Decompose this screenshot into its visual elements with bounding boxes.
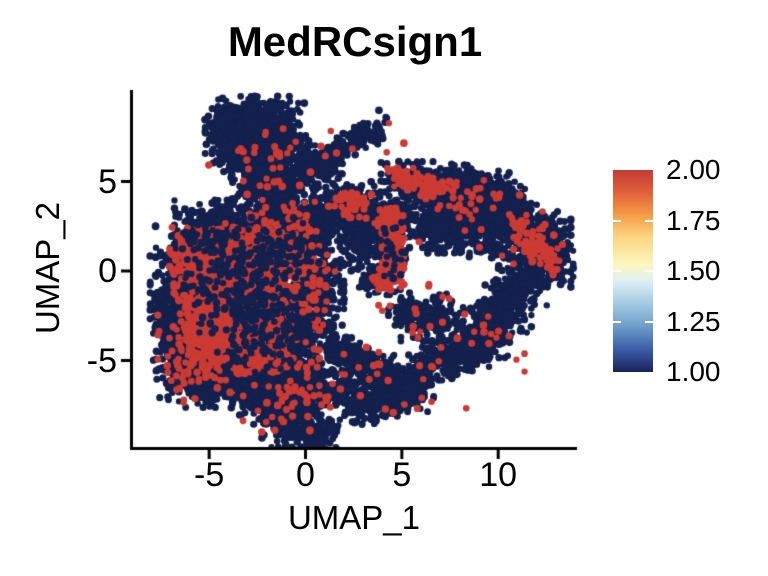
y-tick-label: 0 bbox=[98, 252, 117, 290]
colorbar-label: 1.00 bbox=[666, 356, 721, 387]
y-tick-label: -5 bbox=[86, 341, 117, 380]
colorbar-label: 1.25 bbox=[666, 305, 721, 337]
colorbar-tick-mark bbox=[645, 219, 653, 222]
colorbar-tick-mark bbox=[613, 320, 621, 323]
x-tick-label: 5 bbox=[392, 456, 412, 494]
x-axis-title: UMAP_1 bbox=[287, 499, 421, 536]
colorbar-tick-mark bbox=[613, 219, 621, 222]
x-tick-label: 10 bbox=[479, 456, 518, 494]
colorbar-label: 1.50 bbox=[666, 255, 721, 286]
colorbar-label: 2.00 bbox=[666, 154, 721, 185]
colorbar-label: 1.75 bbox=[666, 204, 721, 236]
colorbar-tick-mark bbox=[645, 320, 653, 323]
plot-title: MedRCsign1 bbox=[227, 18, 483, 65]
colorbar-tick-mark bbox=[645, 270, 653, 272]
x-tick-label: -5 bbox=[194, 456, 225, 494]
y-tick-label: 5 bbox=[98, 162, 117, 201]
colorbar-tick-mark bbox=[613, 270, 621, 272]
x-tick-label: 0 bbox=[296, 456, 315, 494]
